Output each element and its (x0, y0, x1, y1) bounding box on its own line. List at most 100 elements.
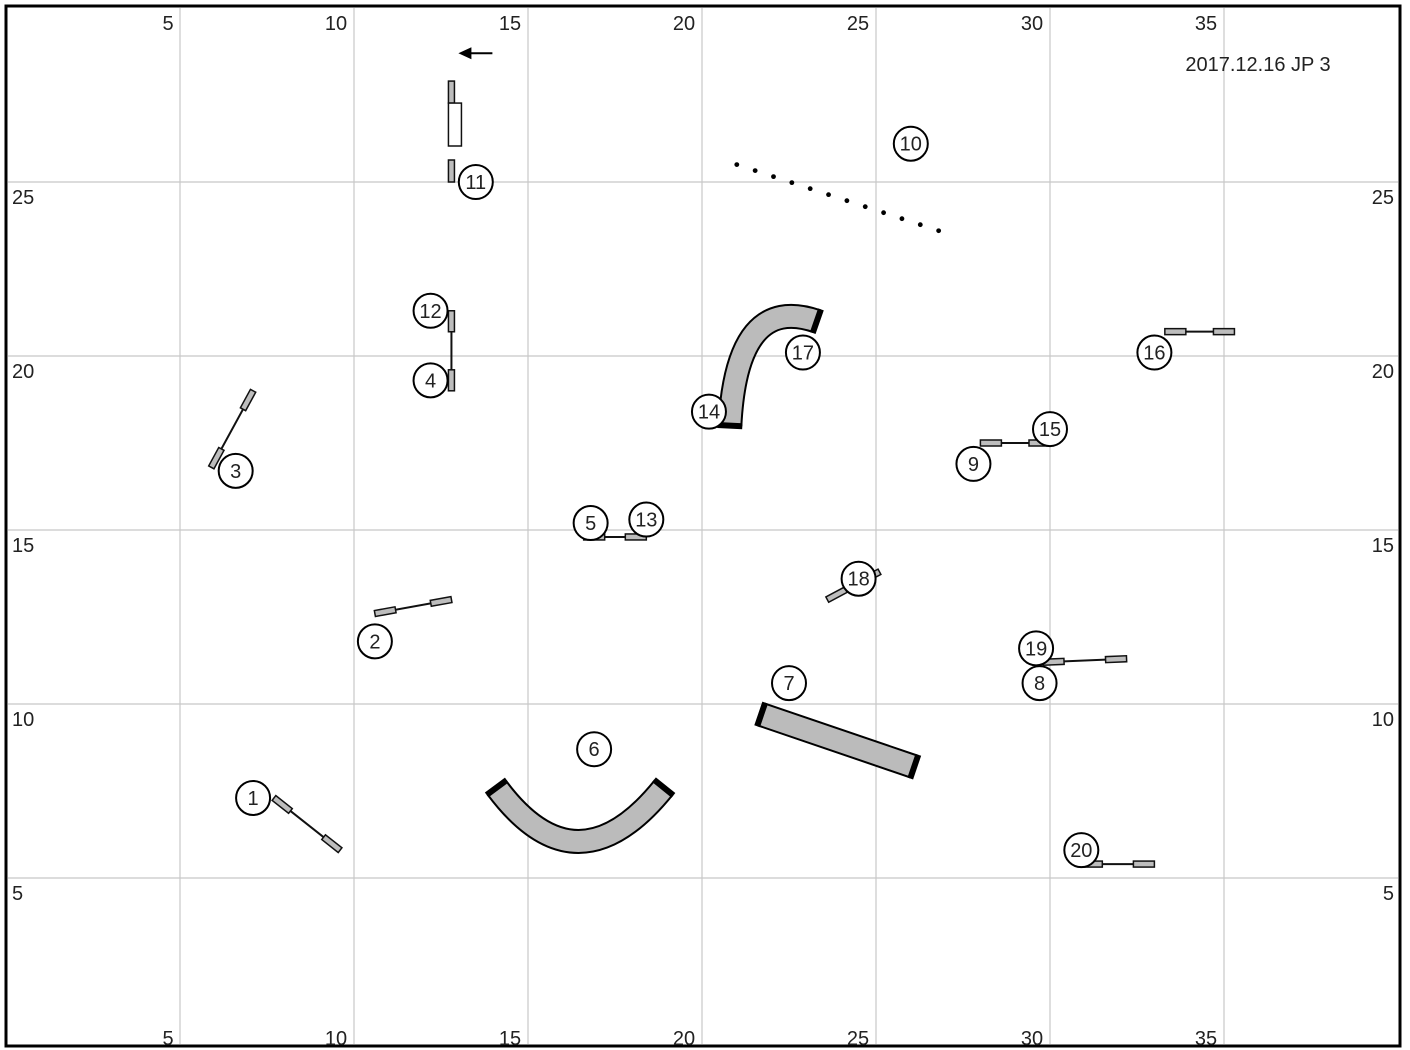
jump-1 (271, 794, 343, 854)
weave-pole (917, 222, 923, 228)
obstacle-number: 10 (892, 125, 929, 162)
tunnel-opening (809, 308, 824, 334)
obstacle-number: 1 (235, 779, 272, 816)
y-tick-left: 15 (12, 535, 34, 557)
obstacle-number: 5 (572, 505, 609, 542)
y-tick-right: 5 (1383, 883, 1394, 905)
number-label: 14 (698, 402, 720, 424)
number-label: 9 (968, 454, 979, 476)
obstacle-number: 18 (840, 560, 877, 597)
weave-pole (899, 216, 905, 222)
number-label: 20 (1070, 840, 1092, 862)
obstacle-number: 7 (771, 665, 807, 702)
x-tick-bottom: 30 (1021, 1028, 1043, 1050)
number-label: 16 (1143, 343, 1165, 365)
number-circle (576, 731, 613, 768)
number-circle (628, 501, 665, 538)
tunnel-opening (484, 777, 509, 798)
x-tick-bottom: 10 (325, 1028, 347, 1050)
course-title: 2017.12.16 JP 3 (1185, 54, 1330, 76)
number-circle (412, 362, 449, 399)
obstacle-number: 12 (412, 292, 449, 329)
jump-wing (239, 388, 257, 412)
weave-pole (789, 180, 795, 186)
tunnel-opening (717, 421, 743, 430)
number-label: 15 (1039, 419, 1061, 441)
jump-wing (1212, 327, 1236, 336)
tire-11 (447, 80, 463, 183)
x-tick-bottom: 25 (847, 1028, 869, 1050)
y-tick-left: 10 (12, 709, 34, 731)
tunnel-opening (652, 777, 676, 798)
x-tick-top: 5 (162, 13, 173, 35)
y-tick-right: 20 (1372, 361, 1394, 383)
tunnel-14 (717, 304, 824, 430)
number-label: 19 (1025, 638, 1047, 660)
tunnel-fill (757, 704, 918, 777)
x-tick-top: 20 (673, 13, 695, 35)
jump-wing (447, 310, 456, 333)
obstacle-number: 14 (690, 393, 727, 430)
number-circle (690, 393, 727, 430)
y-tick-left: 20 (12, 361, 34, 383)
jump-4 (447, 310, 456, 392)
number-circle (784, 334, 821, 371)
number-circle (955, 445, 992, 482)
obstacle-number: 19 (1018, 630, 1055, 667)
weave-pole (771, 174, 776, 180)
axis-ticks: 5 10 15 20 25 30 35 5 10 15 20 25 30 35 … (12, 13, 1394, 1050)
number-label: 18 (847, 569, 869, 591)
number-label: 17 (792, 343, 814, 365)
number-label: 1 (248, 788, 259, 810)
tunnel-fill (488, 780, 672, 852)
tire-leg (447, 159, 456, 183)
jump-16 (1164, 327, 1236, 336)
obstacle-number: 9 (955, 445, 992, 482)
jump-wing (207, 446, 226, 470)
weave-pole (826, 192, 831, 198)
weave-pole (844, 198, 850, 204)
tunnel-fill (719, 306, 821, 427)
number-label: 12 (419, 301, 441, 323)
arrow-head (458, 47, 472, 60)
jump-wing (271, 794, 294, 815)
jump-wing (1164, 327, 1187, 336)
grid-lines (8, 8, 1398, 1044)
number-label: 13 (635, 510, 657, 532)
tire-leg (447, 80, 456, 104)
number-label: 6 (589, 739, 600, 761)
tunnel-6 (484, 777, 676, 854)
x-tick-bottom: 35 (1195, 1028, 1217, 1050)
number-circle (356, 623, 393, 660)
x-tick-bottom: 15 (499, 1028, 521, 1050)
x-tick-top: 10 (325, 13, 347, 35)
jump-wing (429, 595, 453, 608)
y-tick-right: 15 (1372, 535, 1394, 557)
y-tick-right: 10 (1372, 709, 1394, 731)
x-tick-top: 30 (1021, 13, 1043, 35)
jump-wing (1104, 654, 1128, 664)
obstacle-number: 11 (457, 164, 494, 200)
obstacle-number: 2 (356, 623, 393, 660)
number-label: 11 (465, 172, 486, 194)
jump-wing (447, 369, 456, 392)
weave-pole (881, 210, 886, 216)
jump-wing (320, 833, 343, 854)
number-label: 2 (369, 631, 380, 653)
obstacle-number: 6 (576, 731, 613, 768)
obstacle-number: 3 (217, 452, 254, 489)
number-label: 3 (230, 461, 241, 483)
number-circle (1021, 665, 1058, 702)
obstacle-number: 17 (784, 334, 821, 371)
obstacle-number: 8 (1021, 665, 1058, 702)
x-tick-bottom: 20 (673, 1028, 695, 1050)
obstacle-number: 20 (1063, 832, 1100, 869)
number-circle (572, 505, 609, 542)
x-tick-top: 25 (847, 13, 869, 35)
number-circle (771, 665, 807, 702)
jump-wing (1132, 860, 1156, 868)
number-circle (1032, 411, 1068, 448)
number-circle (235, 779, 272, 816)
obstacle-number: 13 (628, 501, 665, 538)
